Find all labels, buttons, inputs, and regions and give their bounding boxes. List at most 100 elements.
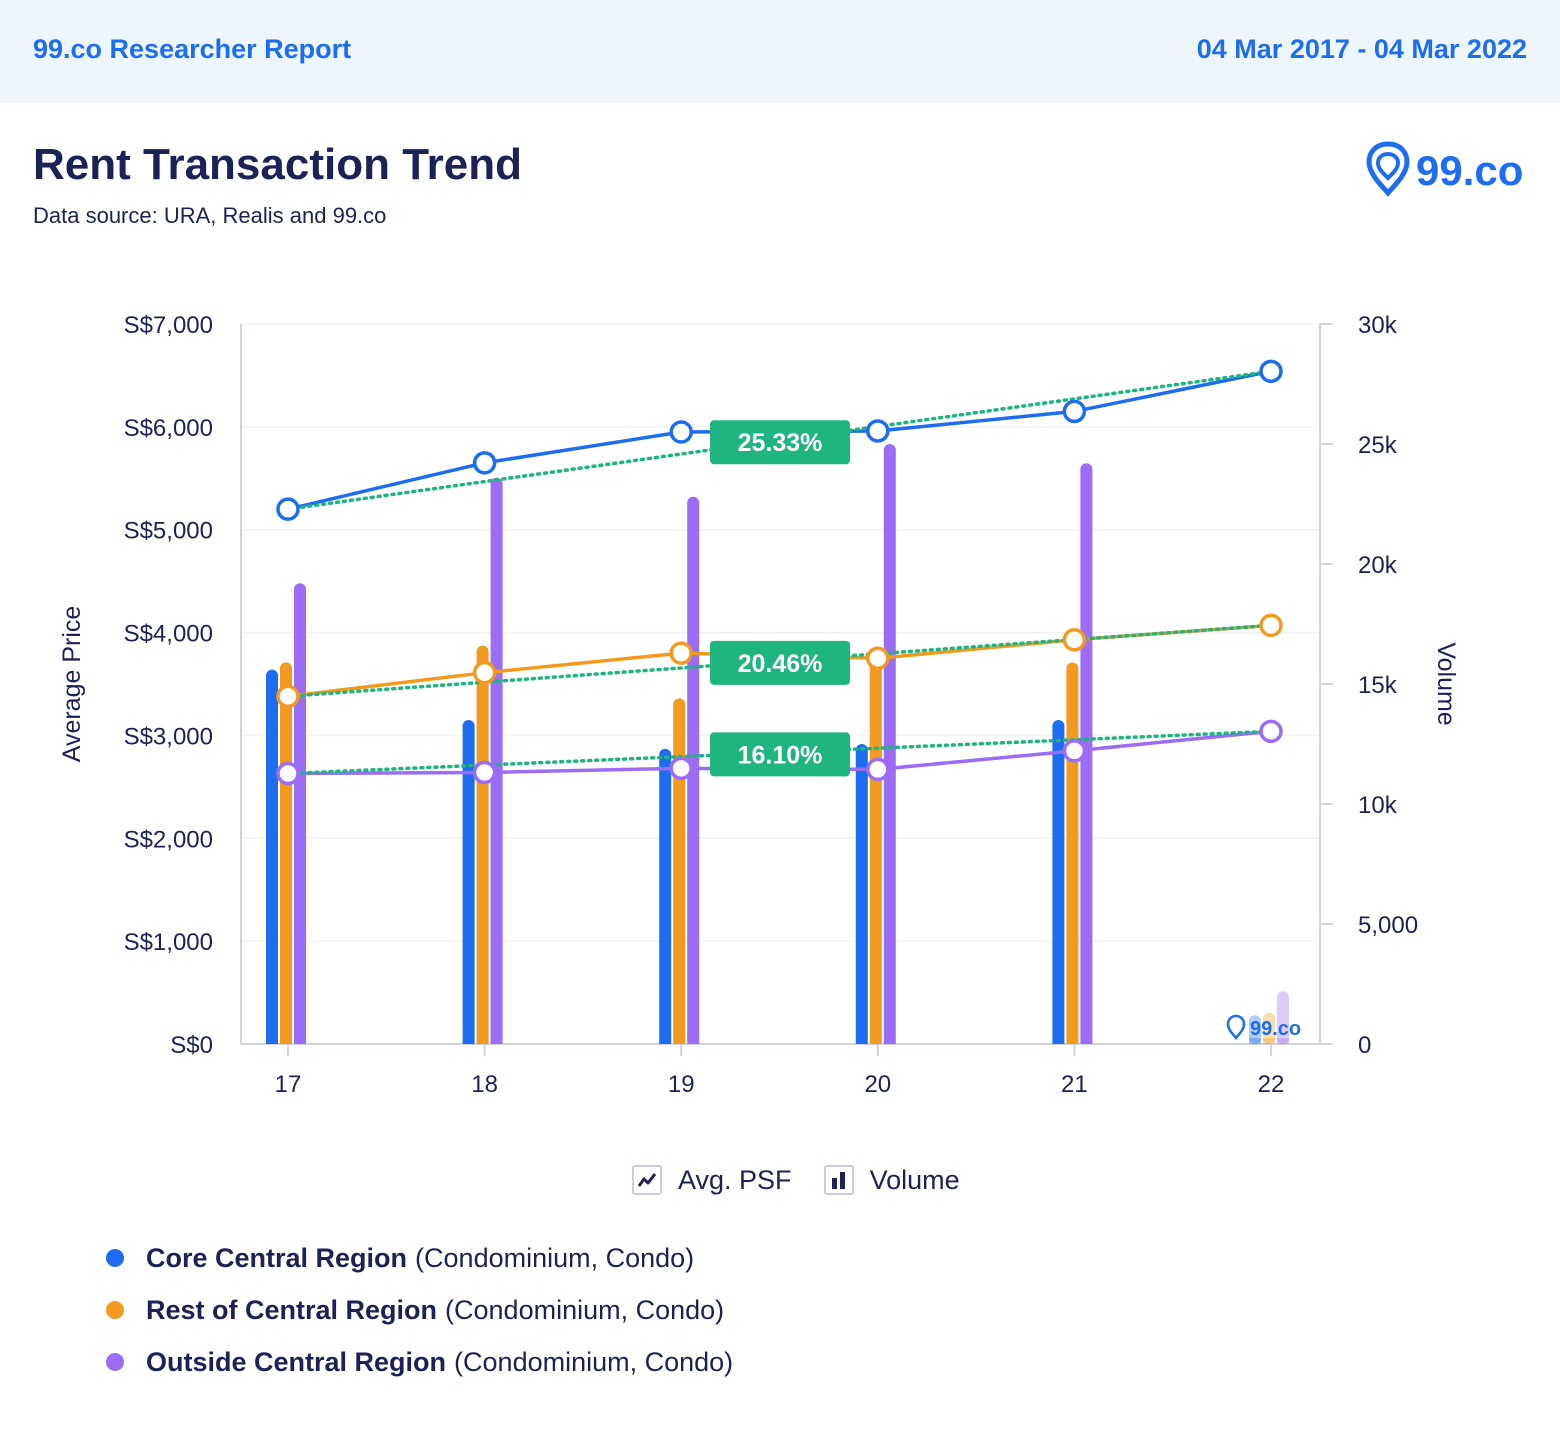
x-tick-label: 19	[668, 1071, 695, 1098]
volume-bar	[687, 496, 700, 1044]
legend-avg-psf[interactable]: Avg. PSF	[632, 1165, 792, 1196]
y-tick-label: S$3,000	[124, 723, 213, 750]
y2-tick-label: 25k	[1358, 432, 1398, 459]
y2-tick-label: 30k	[1358, 312, 1398, 339]
volume-bar-base	[673, 1038, 686, 1044]
price-point	[1062, 739, 1087, 763]
y2-tick-label: 10k	[1358, 792, 1398, 819]
price-point	[866, 646, 890, 671]
y2-tick-label: 0	[1358, 1032, 1371, 1059]
y-tick-label: S$7,000	[124, 312, 213, 339]
price-point	[669, 756, 693, 781]
change-labels: 25.33% 20.46% 16.10%	[710, 420, 850, 777]
change-badge	[710, 640, 850, 685]
volume-bar	[266, 669, 278, 1044]
region-ccr[interactable]: Core Central Region (Condominium, Condo)	[106, 1238, 733, 1278]
watermark-pin-icon	[1226, 1014, 1246, 1041]
volume-bar	[280, 662, 292, 1044]
volume-bar	[883, 444, 896, 1044]
price-point	[1259, 719, 1283, 744]
volume-bar-base	[1263, 1038, 1275, 1044]
price-point	[1259, 613, 1283, 638]
region-detail: (Condominium, Condo)	[454, 1346, 734, 1377]
price-point	[866, 419, 890, 443]
volume-bar	[294, 583, 306, 1044]
volume-bar	[1052, 720, 1065, 1044]
report-header: 99.co Researcher Report 04 Mar 2017 - 04…	[0, 0, 1560, 103]
change-badge	[710, 732, 850, 777]
region-legend: Core Central Region (Condominium, Condo)…	[106, 1238, 733, 1394]
volume-bar-base	[687, 1038, 700, 1044]
volume-bar	[1249, 1015, 1261, 1044]
volume-bar	[673, 698, 686, 1044]
rent-trend-chart: 25.33% 20.46% 16.10% S$0 S$1,000 S$2,000 S$3,…	[58, 312, 1460, 1098]
volume-bar-base	[294, 1038, 306, 1044]
volume-bar	[490, 477, 503, 1045]
change-badge	[710, 420, 850, 465]
data-source: Data source: URA, Realis and 99.co	[33, 203, 387, 228]
volume-bar-base	[869, 1038, 882, 1044]
price-point	[1062, 399, 1087, 424]
volume-bar-base	[883, 1038, 896, 1044]
change-label: 16.10%	[738, 741, 823, 769]
brand-title: 99.co Researcher Report	[33, 34, 352, 64]
volume-bar	[869, 655, 882, 1044]
x-tick-label: 21	[1061, 1071, 1088, 1098]
price-point	[472, 451, 497, 475]
page-title: Rent Transaction Trend	[33, 140, 522, 189]
region-ocr[interactable]: Outside Central Region (Condominium, Con…	[106, 1342, 733, 1382]
volume-bar	[659, 748, 672, 1044]
volume-bar-base	[1066, 1038, 1079, 1044]
x-tick-label: 18	[471, 1071, 498, 1098]
volume-bar-base	[855, 1038, 868, 1044]
price-point	[276, 497, 300, 521]
legend-volume-label: Volume	[869, 1164, 960, 1195]
region-name: Core Central Region	[146, 1242, 408, 1273]
region-color-dot	[106, 1301, 124, 1319]
price-point	[472, 660, 497, 685]
volume-bar-base	[1277, 1038, 1289, 1044]
volume-bar	[855, 744, 868, 1044]
region-detail: (Condominium, Condo)	[415, 1242, 695, 1273]
region-detail: (Condominium, Condo)	[445, 1294, 725, 1325]
watermark-text: 99.co	[1250, 1018, 1301, 1040]
region-rcr[interactable]: Rest of Central Region (Condominium, Con…	[106, 1290, 733, 1330]
legend-volume[interactable]: Volume	[823, 1164, 960, 1196]
y-axis-label: Average Price	[58, 606, 86, 763]
y-tick-label: S$5,000	[124, 518, 213, 545]
tick-labels: S$0 S$1,000 S$2,000 S$3,000 S$4,000 S$5,000 S$…	[124, 312, 1418, 1098]
price-point	[276, 761, 300, 786]
brand-logo: 99.co	[1366, 141, 1523, 197]
price-point	[866, 757, 890, 782]
volume-bar-base	[659, 1038, 672, 1044]
price-point	[472, 760, 497, 785]
legend-avg-psf-label: Avg. PSF	[678, 1164, 792, 1195]
chart-watermark: 99.co	[1226, 1014, 1301, 1041]
volume-bar-base	[280, 1038, 292, 1044]
volume-bar-base	[476, 1038, 489, 1044]
y2-axis-label: Volume	[1432, 642, 1460, 725]
x-tick-label: 22	[1258, 1071, 1285, 1098]
region-color-dot	[106, 1353, 124, 1371]
y2-tick-label: 5,000	[1358, 912, 1418, 939]
price-points	[276, 359, 1283, 786]
line-chart-icon	[632, 1165, 662, 1195]
x-tick-label: 20	[864, 1071, 891, 1098]
volume-bar-base	[490, 1038, 503, 1044]
location-pin-icon	[1366, 141, 1410, 197]
y2-tick-label: 20k	[1358, 552, 1398, 579]
y-tick-label: S$0	[170, 1032, 213, 1059]
y-tick-label: S$6,000	[124, 415, 213, 442]
volume-bar-base	[462, 1038, 475, 1044]
volume-bar	[1080, 463, 1093, 1044]
price-point	[669, 420, 693, 444]
volume-bar	[1263, 1012, 1275, 1044]
region-name: Outside Central Region	[146, 1346, 447, 1377]
y-tick-label: S$1,000	[124, 929, 213, 956]
volume-bar-base	[1080, 1038, 1093, 1044]
x-tick-label: 17	[275, 1071, 302, 1098]
price-point	[1259, 359, 1283, 384]
y2-tick-label: 15k	[1358, 672, 1398, 699]
region-color-dot	[106, 1249, 124, 1267]
price-point	[669, 641, 693, 665]
